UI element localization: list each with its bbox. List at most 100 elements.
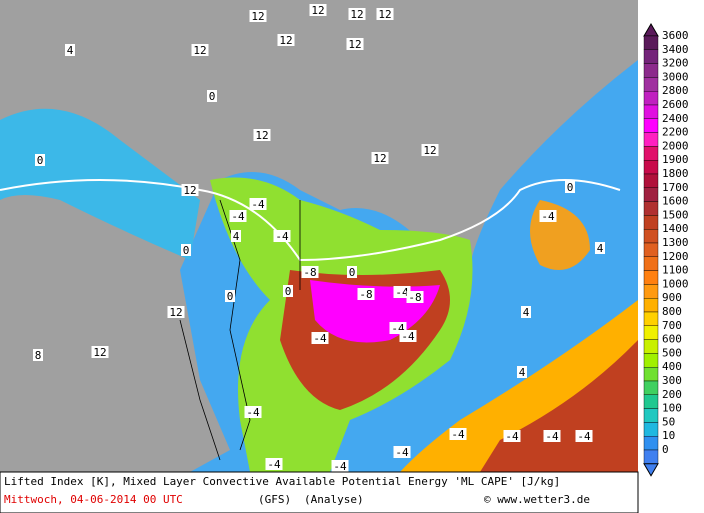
contour-label: -4 [251,198,265,211]
label-box [167,306,185,318]
contour-label: -4 [401,330,415,343]
colorbar-swatch [643,311,659,327]
colorbar-swatch [643,270,659,285]
colorbar-swatch [643,339,659,354]
label-box [33,349,43,361]
label-box [393,446,411,458]
label-box [181,244,191,256]
colorbar-label: 1900 [662,153,689,166]
colorbar-label: 1100 [662,264,689,277]
label-box [357,288,375,300]
contour-label: -4 [246,406,260,419]
colorbar-swatch [643,132,659,147]
colorbar-label: 400 [662,360,682,373]
label-box [421,144,439,156]
colorbar-swatch [643,436,659,451]
colorbar-label: 200 [662,388,682,401]
contour-label: -4 [451,428,465,441]
contour-label: -4 [333,460,347,473]
colorbar-swatch [643,159,659,175]
colorbar-swatch [643,367,659,382]
label-box [65,44,75,56]
contour-label: 12 [183,184,196,197]
label-box [595,242,605,254]
label-box [399,330,417,342]
label-box [517,366,527,378]
colorbar-swatch [643,118,659,133]
label-box [91,346,109,358]
contour-label: 0 [227,290,234,303]
label-box [283,285,293,297]
contour-label: 0 [567,181,574,194]
colorbar-label: 1400 [662,222,689,235]
colorbar-label: 500 [662,346,682,359]
colorbar-swatch [643,215,659,230]
colorbar-label: 10 [662,429,675,442]
colorbar-label: 300 [662,374,682,387]
contour-label: 12 [373,152,386,165]
colorbar-label: 1200 [662,250,689,263]
colorbar-label: 100 [662,402,682,415]
label-box [543,430,561,442]
label-box [249,10,267,22]
colorbar-label: 3200 [662,57,689,70]
colorbar-swatch [643,242,659,258]
colorbar-label: 2600 [662,98,689,111]
label-box [371,152,389,164]
colorbar-swatch [643,284,659,299]
colorbar-label: 1300 [662,236,689,249]
colorbar-label: 1000 [662,277,689,290]
label-box [249,198,267,210]
contour-label: 4 [519,366,526,379]
contour-label: 4 [233,230,240,243]
label-box [253,129,271,141]
contour-label: -4 [577,430,591,443]
colorbar-label: 3600 [662,29,689,42]
contour-label: 12 [279,34,292,47]
colorbar-label: 2000 [662,139,689,152]
colorbar-swatch [643,422,659,437]
colorbar-swatch [643,49,659,64]
colorbar-swatch [643,298,659,313]
contour-label: 4 [67,44,74,57]
colorbar-swatch [643,449,659,465]
colorbar-swatch [643,173,659,189]
colorbar-label: 2200 [662,126,689,139]
contour-label: 4 [597,242,604,255]
colorbar-swatch [643,325,659,340]
label-box [231,230,241,242]
label-box [376,8,394,20]
contour [0,179,621,262]
colorbar-label: 600 [662,333,682,346]
contour-label: 12 [251,10,264,23]
contour-label: -8 [408,291,421,304]
colorbar-swatch [643,35,659,51]
contour-label: 12 [93,346,106,359]
contour-label: 0 [349,266,356,279]
land [0,0,638,472]
colorbar-swatch [643,77,659,92]
label-box [244,406,262,418]
colorbar-swatch [643,256,659,271]
contour-label: 0 [37,154,44,167]
low-cape [0,108,200,260]
label-box [393,286,411,298]
contour-label: -4 [313,332,327,345]
contour-label: 4 [523,306,530,319]
colorbar-swatch [643,394,659,409]
contour-label: 12 [423,144,436,157]
colorbar-swatch [643,63,659,78]
footer-credit: © www.wetter3.de [484,493,590,506]
colorbar-label: 1800 [662,167,689,180]
label-box [521,306,531,318]
label-box [346,38,364,50]
label-box [229,210,247,222]
contour-label: -4 [275,230,289,243]
label-box [331,460,349,472]
colorbar-swatch [643,408,659,423]
colorbar-label: 3400 [662,43,689,56]
colorbar: 3600340032003000280026002400220020001900… [643,23,689,477]
label-box [301,266,319,278]
colorbar-label: 50 [662,415,675,428]
